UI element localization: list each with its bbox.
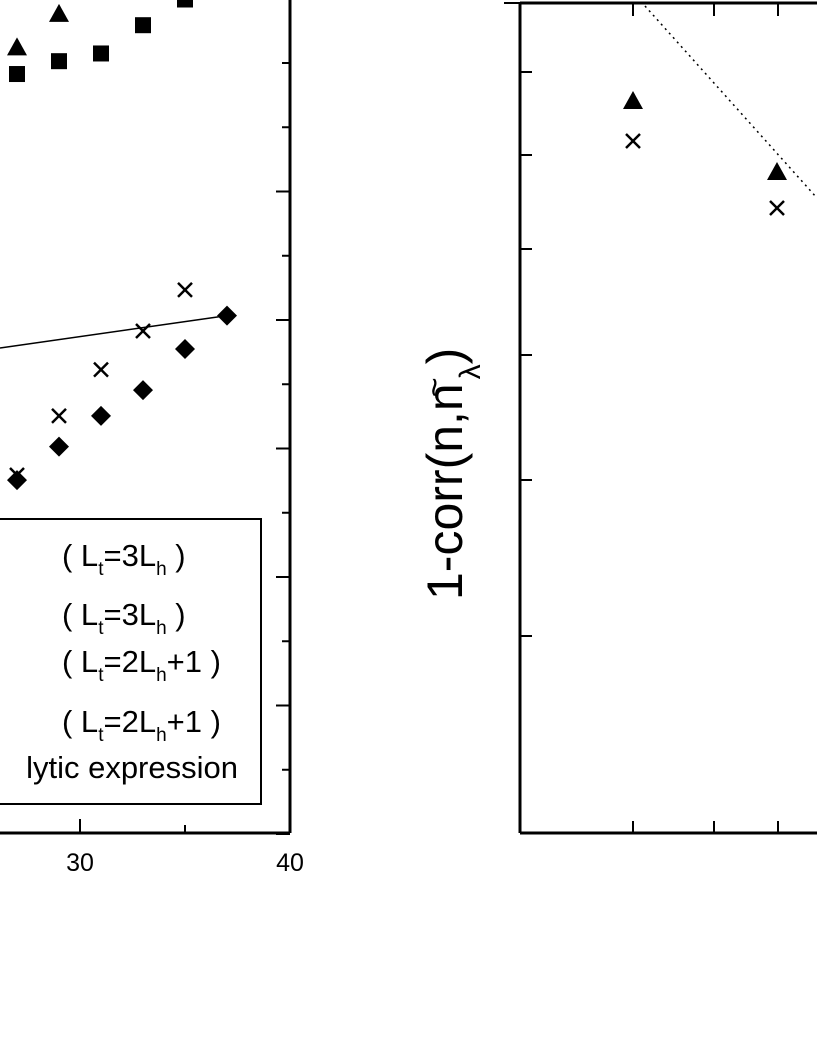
legend-entry-label: ( Lt=2Lh+1 ) (62, 644, 221, 686)
left-tick-labels: 30 40 (66, 849, 304, 877)
cross-point (625, 133, 641, 149)
legend-entry-label: lytic expression (26, 750, 238, 785)
legend-text-part: ) (167, 597, 186, 632)
subscript: h (156, 618, 167, 639)
cross-stroke (625, 133, 641, 149)
legend-text-part: =3L (103, 597, 156, 632)
analytic-expression-line (0, 314, 228, 349)
legend-entry-label: ( Lt=3Lh ) (62, 538, 186, 580)
ylabel-subscript: λ (454, 364, 487, 379)
diamond-point (175, 339, 195, 360)
cross-point (93, 361, 109, 378)
diamond-point (49, 436, 69, 457)
cross-point (769, 200, 785, 216)
right-tick-marks (504, 2, 779, 833)
legend-entry-label: ( Lt=3Lh ) (62, 597, 186, 639)
subscript: t (98, 665, 104, 686)
left-chart-panel: 30 40 ( Lt=3Lh )( Lt=3Lh )( Lt=2Lh+1 )( L… (0, 0, 304, 877)
subscript: h (156, 725, 167, 746)
legend-box (0, 518, 262, 805)
ylabel-close: ) (417, 348, 473, 365)
triangle-series (623, 91, 787, 180)
cross-point (177, 282, 193, 298)
legend-text-part: +1 ) (167, 644, 221, 679)
y-axis-label: 1-corr(n,n~λ) (416, 348, 487, 600)
right-chart-panel: 1-corr(n,n~λ) (416, 1, 817, 835)
diamond-point (7, 470, 27, 491)
legend-text-part: ( L (62, 597, 98, 632)
subscript: h (156, 559, 167, 580)
cross-stroke (93, 361, 109, 378)
left-axes (0, 0, 292, 835)
legend-text-part: =2L (103, 644, 156, 679)
legend-entries: ( Lt=3Lh )( Lt=3Lh )( Lt=2Lh+1 )( Lt=2Lh… (26, 538, 238, 785)
diamond-point (91, 405, 111, 426)
x-tick-label: 30 (66, 849, 94, 877)
legend-text-part: ( L (62, 644, 98, 679)
cross-stroke (177, 282, 193, 298)
square-point (135, 17, 151, 34)
triangle-point (49, 3, 69, 22)
diamond-series (7, 305, 237, 491)
legend: ( Lt=3Lh )( Lt=3Lh )( Lt=2Lh+1 )( Lt=2Lh… (0, 518, 262, 805)
cross-series (625, 133, 785, 216)
subscript: t (98, 725, 104, 746)
triangle-point (767, 162, 787, 180)
legend-text-part: =3L (103, 538, 156, 573)
x-tick-label: 40 (276, 849, 304, 877)
ylabel-main: 1-corr(n,n (417, 383, 473, 600)
cross-stroke (769, 200, 785, 216)
legend-entry-label: ( Lt=2Lh+1 ) (62, 704, 221, 746)
left-tick-marks (79, 62, 291, 835)
square-point (177, 0, 193, 8)
subscript: h (156, 665, 167, 686)
cross-series (9, 282, 193, 483)
dotted-reference-line (644, 5, 817, 199)
subscript: t (98, 618, 104, 639)
diamond-point (133, 380, 153, 401)
triangle-point (623, 91, 643, 109)
triangle-point (7, 37, 27, 56)
legend-text-part: =2L (103, 704, 156, 739)
cross-stroke (51, 407, 67, 424)
legend-text-part: ( L (62, 538, 98, 573)
square-point (9, 66, 25, 83)
left-data-series (0, 0, 237, 491)
triangle-series (7, 3, 69, 56)
cross-point (135, 323, 151, 339)
legend-text-part: +1 ) (167, 704, 221, 739)
legend-text-part: ) (167, 538, 186, 573)
right-axes (518, 1, 817, 835)
square-point (93, 45, 109, 62)
cross-point (51, 407, 67, 424)
right-data-series (623, 5, 817, 216)
legend-text-part: ( L (62, 704, 98, 739)
subscript: t (98, 559, 104, 580)
ylabel-tilde: ~ (416, 377, 454, 397)
square-series (9, 0, 193, 83)
square-point (51, 53, 67, 70)
